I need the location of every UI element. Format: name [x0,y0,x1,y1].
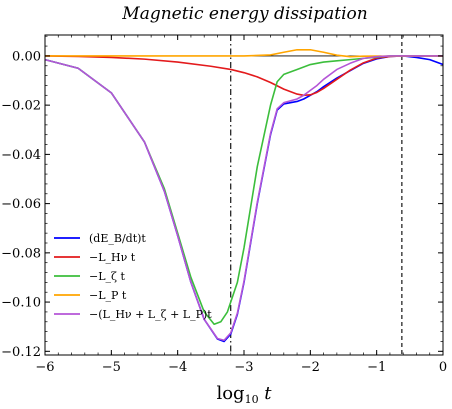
legend-label: −L_P t [89,289,127,302]
legend-label: −(L_Hν + L_ζ + L_P)t [89,308,212,321]
y-tick-label: −0.10 [1,296,41,311]
y-tick-label: −0.06 [1,197,41,212]
legend-label: −L_ζ t [89,270,125,283]
legend-label: (dE_B/dt)t [89,232,146,245]
plot-frame [44,34,444,356]
x-tick-label: −3 [234,360,253,375]
x-axis: −6 −5 −4 −3 −2 −1 0 [35,35,447,375]
y-tick-label: −0.04 [1,148,41,163]
y-tick-label: −0.12 [1,345,41,360]
legend-label: −L_Hν t [89,251,136,264]
chart-title: Magnetic energy dissipation [121,4,367,24]
x-tick-label: −2 [301,360,320,375]
x-tick-label: −1 [367,360,386,375]
x-tick-label: −5 [102,360,121,375]
y-tick-label: −0.08 [1,246,41,261]
y-tick-label: 0.00 [12,49,41,64]
y-tick-label: −0.02 [1,99,41,114]
reference-lines [45,35,443,355]
x-tick-label: 0 [439,360,447,375]
series-line-4 [45,48,444,58]
x-tick-label: −6 [35,360,54,375]
y-axis: 0.00 −0.02 −0.04 −0.06 −0.08 −0.10 −0.12 [1,35,443,360]
x-axis-label: log10 t [216,383,272,406]
series-line-2 [44,55,443,97]
legend: (dE_B/dt)t −L_Hν t −L_ζ t −L_P t −(L_Hν + L_… [54,232,212,321]
series-line-5 [44,55,443,342]
series-layer [44,48,444,343]
x-tick-label: −4 [168,360,187,375]
